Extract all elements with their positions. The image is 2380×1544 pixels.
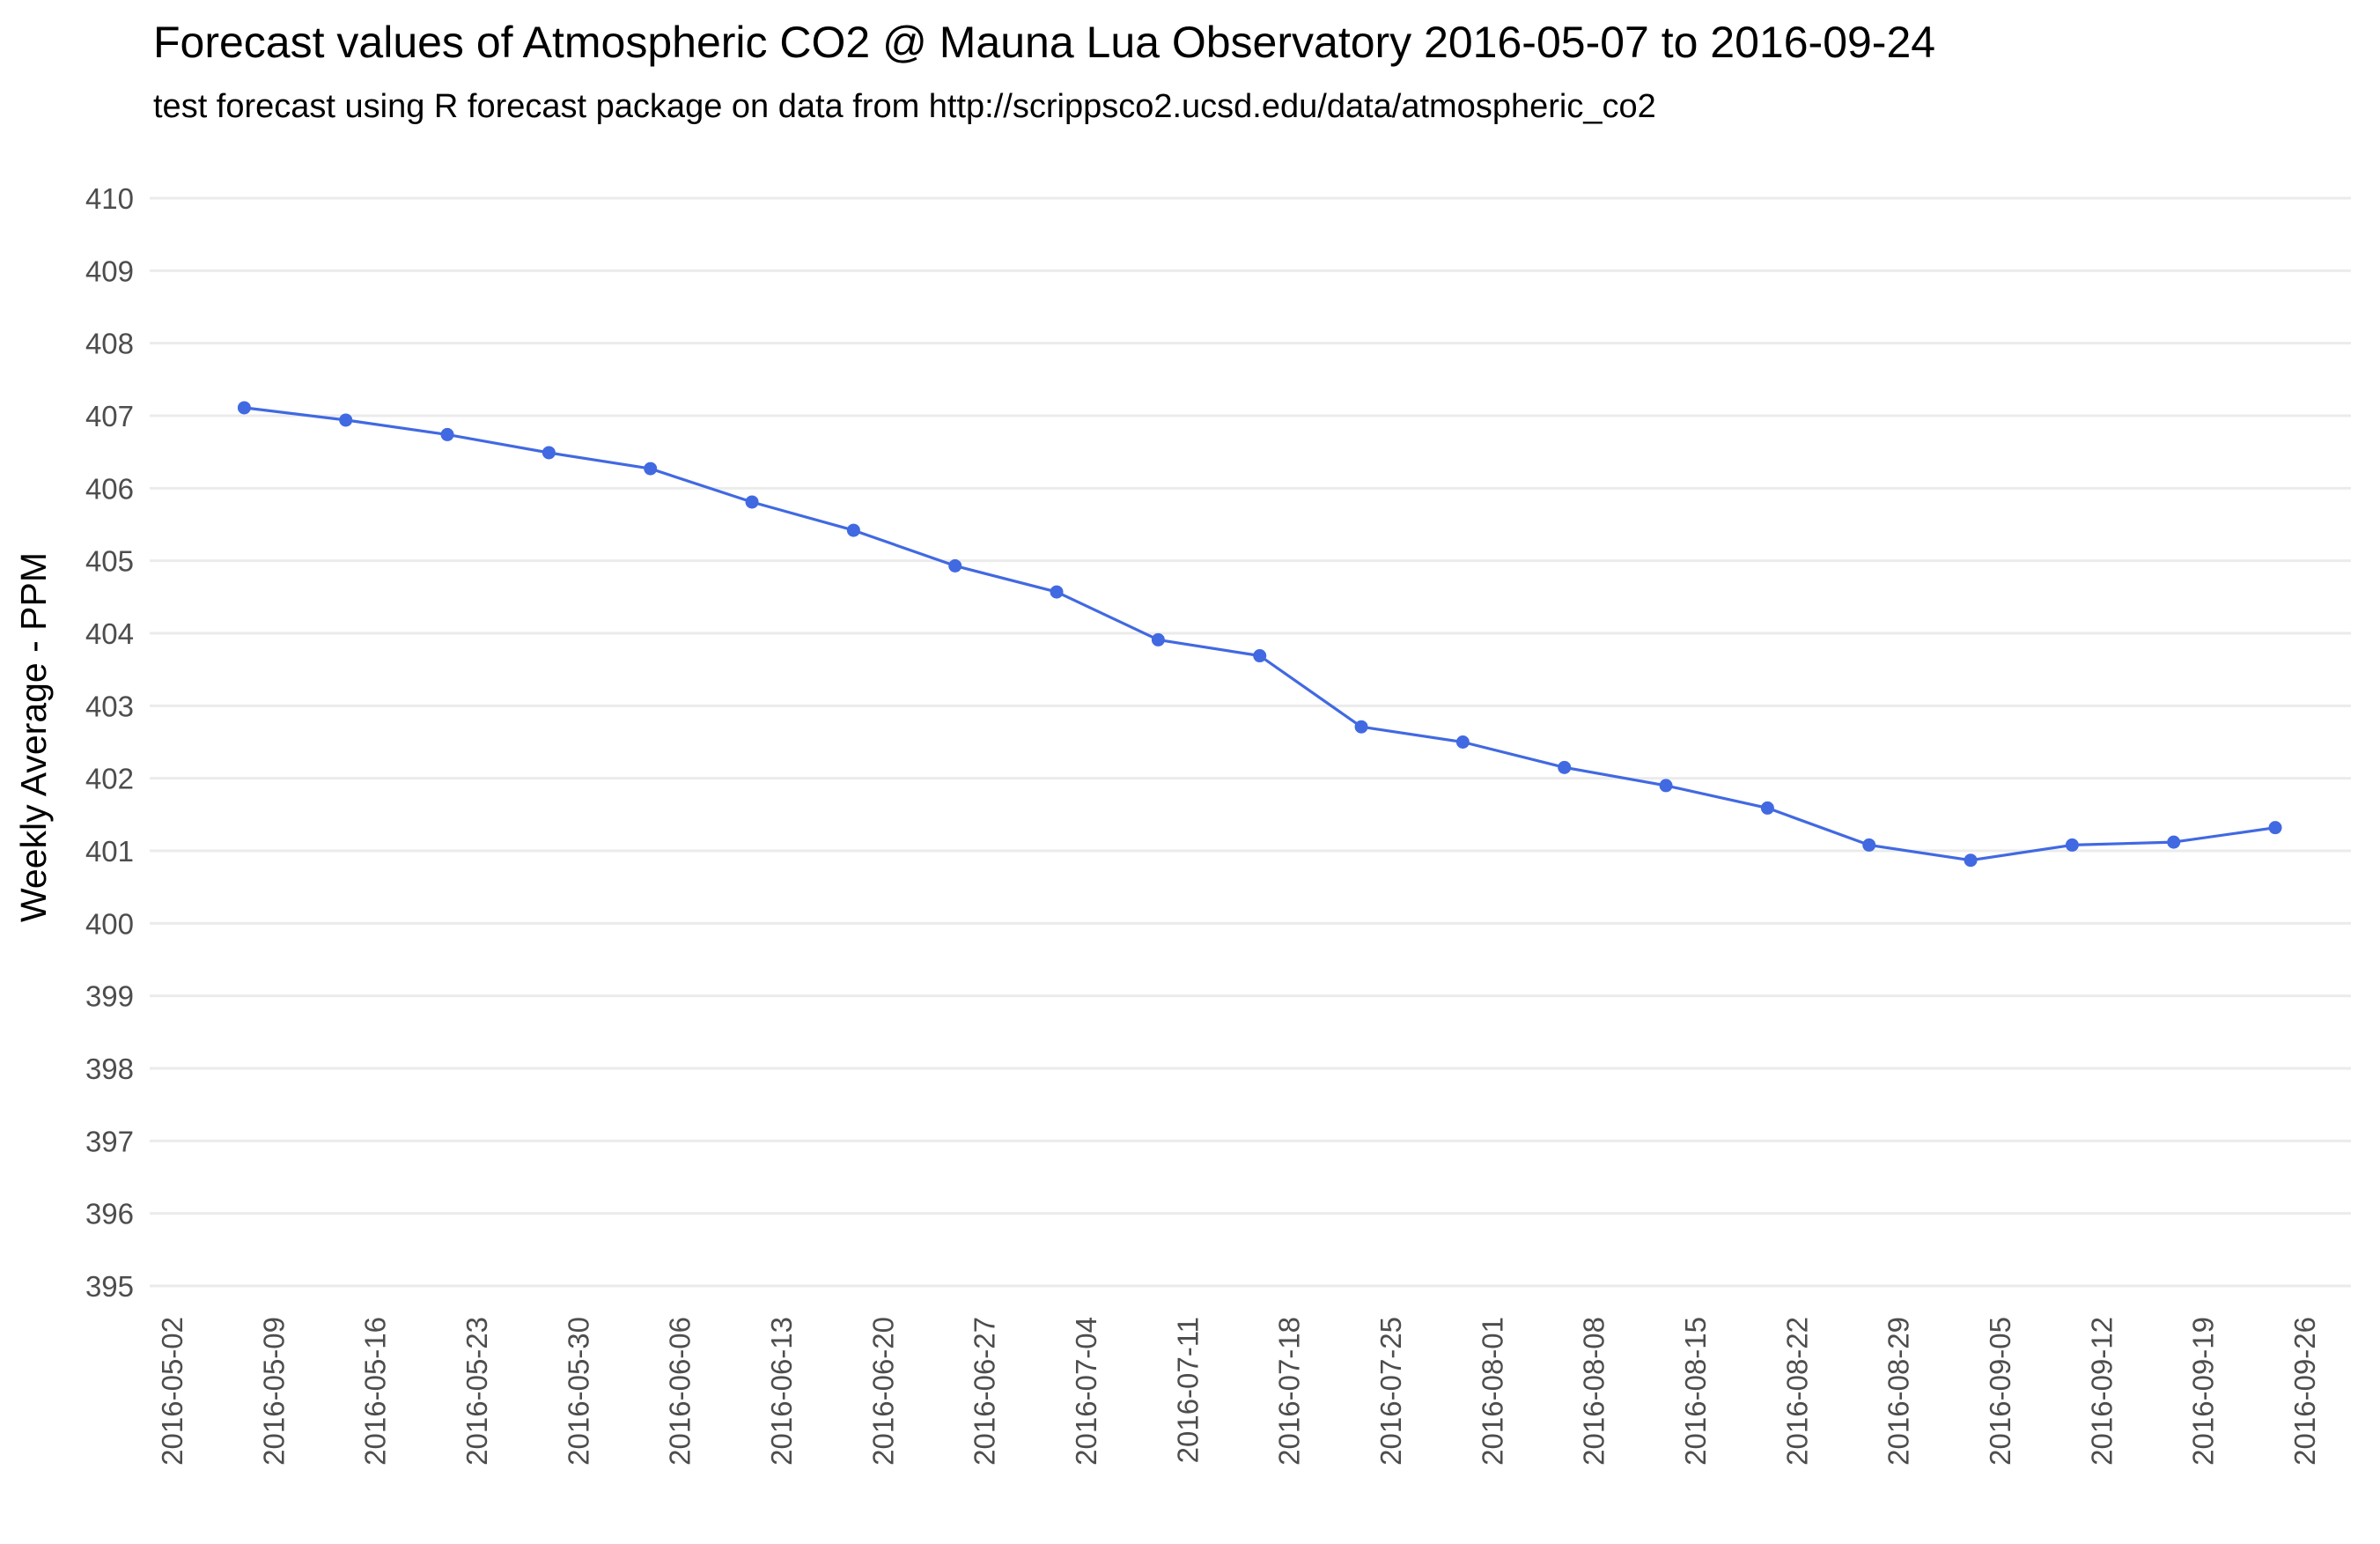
x-tick-label: 2016-08-22 xyxy=(1780,1317,1813,1466)
y-tick-label: 409 xyxy=(85,255,134,287)
x-tick-label: 2016-05-09 xyxy=(257,1317,290,1466)
y-tick-label: 405 xyxy=(85,545,134,578)
data-point xyxy=(1354,720,1368,734)
x-tick-label: 2016-07-25 xyxy=(1374,1317,1407,1466)
data-point xyxy=(846,523,860,537)
y-tick-label: 395 xyxy=(85,1270,134,1303)
x-tick-label: 2016-05-30 xyxy=(562,1317,594,1466)
y-tick-label: 401 xyxy=(85,835,134,868)
x-tick-label: 2016-06-13 xyxy=(765,1317,798,1466)
y-tick-label: 406 xyxy=(85,472,134,505)
x-tick-label: 2016-09-12 xyxy=(2085,1317,2118,1466)
data-point xyxy=(237,401,251,415)
x-tick-label: 2016-08-29 xyxy=(1883,1317,1915,1466)
x-tick-label: 2016-09-05 xyxy=(1984,1317,2016,1466)
data-point xyxy=(339,413,353,427)
y-tick-label: 408 xyxy=(85,328,134,360)
x-tick-label: 2016-07-11 xyxy=(1171,1317,1204,1463)
grid-lines xyxy=(150,196,2351,1288)
data-point xyxy=(1151,632,1165,646)
x-tick-label: 2016-09-19 xyxy=(2187,1317,2220,1466)
x-tick-label: 2016-07-04 xyxy=(1070,1317,1102,1466)
y-tick-label: 403 xyxy=(85,690,134,722)
data-point xyxy=(1558,760,1572,774)
x-tick-label: 2016-06-27 xyxy=(969,1317,1001,1466)
data-point xyxy=(1455,735,1470,749)
data-point xyxy=(2065,838,2079,852)
series-forecast xyxy=(237,401,2282,868)
data-point xyxy=(1760,801,1774,815)
y-tick-label: 398 xyxy=(85,1053,134,1085)
x-tick-label: 2016-08-15 xyxy=(1679,1317,1712,1466)
data-point xyxy=(1659,779,1673,793)
y-axis-ticks: 395 396 397 398 399 400 401 402 403 404 405 406 407 4… xyxy=(85,182,134,1303)
y-tick-label: 410 xyxy=(85,182,134,215)
y-tick-label: 404 xyxy=(85,617,134,650)
data-point xyxy=(1050,585,1064,599)
data-point xyxy=(2268,821,2282,835)
x-tick-label: 2016-06-06 xyxy=(664,1317,696,1466)
x-tick-label: 2016-08-01 xyxy=(1476,1317,1508,1466)
y-tick-label: 407 xyxy=(85,400,134,432)
data-point xyxy=(948,558,962,573)
x-tick-label: 2016-07-18 xyxy=(1273,1317,1306,1466)
y-axis-label: Weekly Average - PPM xyxy=(13,552,54,922)
y-tick-label: 400 xyxy=(85,907,134,940)
x-tick-label: 2016-05-23 xyxy=(461,1317,493,1466)
y-tick-label: 397 xyxy=(85,1125,134,1157)
data-point xyxy=(1253,649,1267,663)
x-tick-label: 2016-05-02 xyxy=(156,1317,188,1466)
data-point xyxy=(745,495,759,509)
y-tick-label: 399 xyxy=(85,980,134,1013)
x-tick-label: 2016-06-20 xyxy=(866,1317,899,1466)
x-tick-label: 2016-05-16 xyxy=(359,1317,392,1466)
data-point xyxy=(542,446,556,460)
data-point xyxy=(2167,835,2181,849)
chart-title: Forecast values of Atmospheric CO2 @ Mau… xyxy=(153,18,1936,67)
x-axis-ticks: 2016-05-02 2016-05-09 2016-05-16 2016-05-23… xyxy=(156,1317,2321,1466)
y-tick-label: 402 xyxy=(85,763,134,795)
data-point xyxy=(1964,853,1978,868)
y-tick-label: 396 xyxy=(85,1198,134,1230)
chart-subtitle: test forecast using R forecast package o… xyxy=(153,88,1656,125)
x-tick-label: 2016-08-08 xyxy=(1578,1317,1610,1466)
data-point xyxy=(644,462,658,476)
data-point xyxy=(1862,838,1876,852)
data-point xyxy=(440,427,454,441)
x-tick-label: 2016-09-26 xyxy=(2288,1317,2321,1466)
